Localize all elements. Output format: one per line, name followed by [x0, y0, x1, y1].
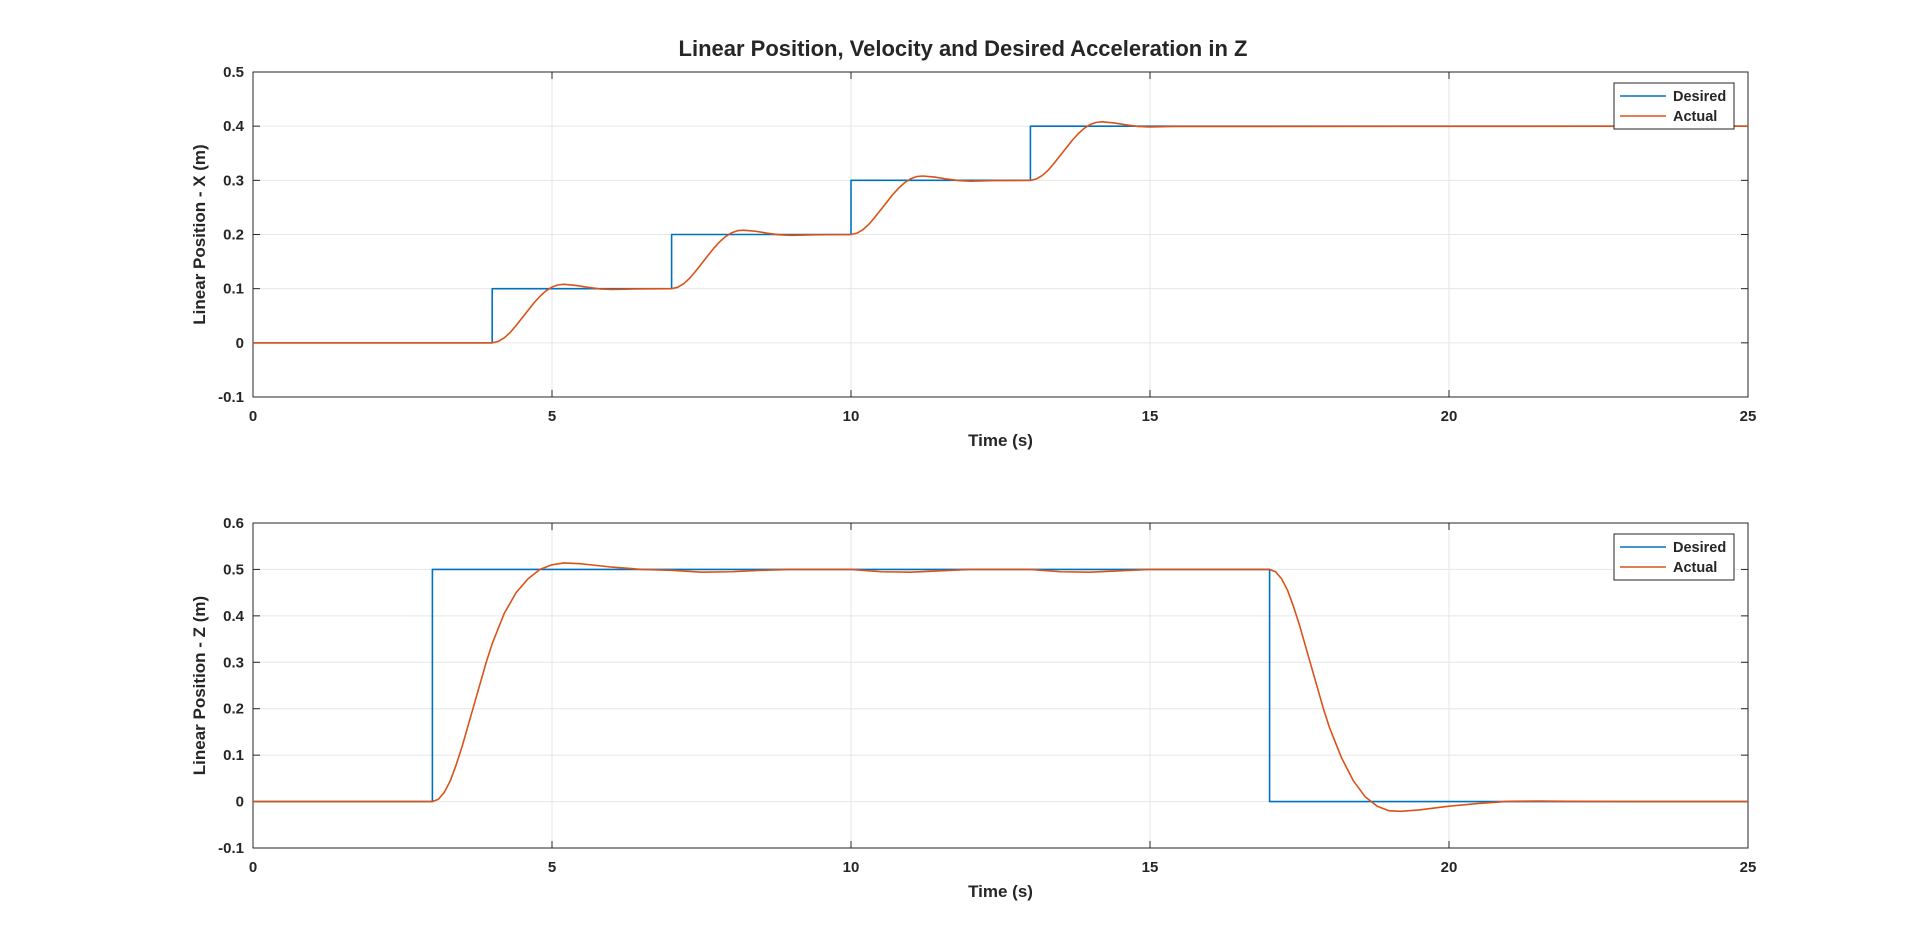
y-tick-label: 0.2: [223, 227, 244, 244]
y-tick-label: 0.3: [223, 172, 244, 189]
x-tick-label: 10: [843, 408, 860, 425]
y-tick-label: 0.1: [223, 281, 244, 298]
y-tick-label: 0.3: [223, 654, 244, 671]
x-tick-label: 0: [249, 408, 257, 425]
plot-linear-position-z: 0 5 10 15 20 25 -0.1 0 0.1 0.2 0.3 0.4 0.5 0.6 Time (s…: [190, 515, 1756, 901]
y-tick-label: 0.6: [223, 515, 244, 532]
x-tick-label: 25: [1740, 859, 1757, 876]
plot-linear-position-x: 0 5 10 15 20 25 -0.1 0 0.1 0.2 0.3 0.4 0.5 Time (s) Li…: [190, 64, 1756, 450]
series-line-actual: [253, 562, 1748, 813]
x-axis-label: Time (s): [968, 882, 1033, 901]
x-tick-label: 5: [548, 408, 556, 425]
y-tick-label: 0.4: [223, 118, 245, 135]
y-tick-label: 0: [236, 335, 244, 352]
y-tick-label: 0.4: [223, 608, 245, 625]
x-tick-label: 10: [843, 859, 860, 876]
series-line-actual: [253, 121, 1748, 344]
y-axis-label: Linear Position - Z (m): [190, 596, 209, 775]
legend-box: [1613, 82, 1735, 130]
y-axis-label: Linear Position - X (m): [190, 144, 209, 324]
axes-box: [252, 522, 1749, 849]
x-tick-label: 15: [1142, 408, 1159, 425]
y-tick-label: 0.5: [223, 561, 244, 578]
y-tick-label: 0.2: [223, 701, 244, 718]
x-tick-label: 25: [1740, 408, 1757, 425]
legend-label-desired: Desired: [1673, 89, 1726, 105]
series-line-desired: [253, 125, 1748, 344]
axes-background: [253, 523, 1748, 848]
legend-label-actual: Actual: [1673, 560, 1717, 576]
legend-box: [1613, 533, 1735, 581]
y-tick-label: -0.1: [218, 389, 244, 406]
x-axis-label: Time (s): [968, 431, 1033, 450]
x-tick-label: 20: [1441, 859, 1458, 876]
legend-label-actual: Actual: [1673, 109, 1717, 125]
legend-label-desired: Desired: [1673, 540, 1726, 556]
y-tick-label: -0.1: [218, 840, 244, 857]
y-tick-label: 0.5: [223, 64, 244, 81]
x-tick-label: 5: [548, 859, 556, 876]
y-tick-label: 0: [236, 794, 244, 811]
x-tick-label: 15: [1142, 859, 1159, 876]
x-tick-label: 0: [249, 859, 257, 876]
x-tick-label: 20: [1441, 408, 1458, 425]
y-tick-label: 0.1: [223, 747, 244, 764]
figure-title: Linear Position, Velocity and Desired Ac…: [679, 36, 1248, 61]
